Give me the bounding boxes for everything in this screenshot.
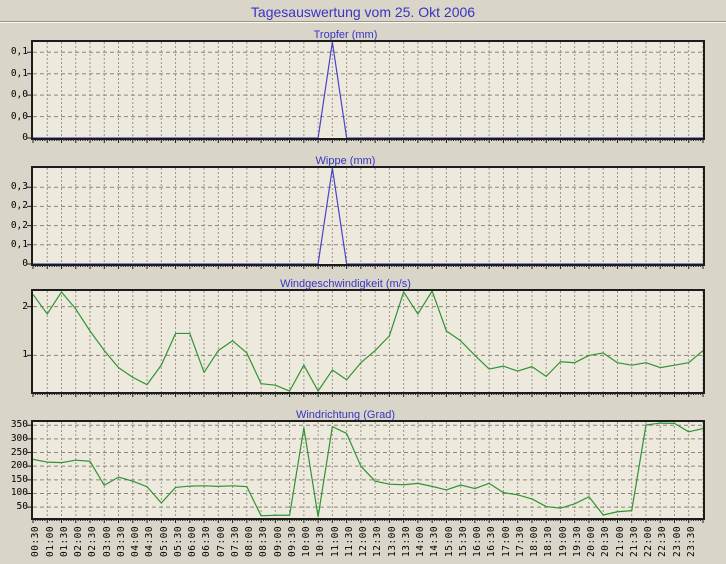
- x-axis-tick-label: 20:00: [586, 525, 597, 557]
- x-axis-tick-label: 23:00: [672, 525, 683, 557]
- x-axis-tick-label: 01:30: [59, 525, 70, 557]
- x-axis-tick-label: 04:00: [130, 525, 141, 557]
- y-axis-tick-label: 250: [10, 447, 28, 458]
- data-line-windgeschwindigkeit: [32, 290, 704, 392]
- y-axis-tick-label: 100: [10, 487, 28, 498]
- x-axis-tick-label: 18:30: [543, 525, 554, 557]
- y-axis-tick-label: 2: [22, 301, 28, 312]
- y-axis-ticks: [27, 51, 31, 139]
- x-axis-tick-label: 07:00: [216, 525, 227, 557]
- x-axis-tick-label: 21:00: [615, 525, 626, 557]
- y-axis-tick-label: 0,1: [10, 46, 28, 57]
- vertical-gridlines: [46, 168, 704, 264]
- x-axis-tick-label: 01:00: [45, 525, 56, 557]
- x-axis-tick-label: 10:00: [301, 525, 312, 557]
- x-axis-tick-label: 22:00: [643, 525, 654, 557]
- x-axis-tick-label: 07:30: [230, 525, 241, 557]
- x-axis-tick-label: 05:30: [173, 525, 184, 557]
- x-axis-tick-label: 02:00: [73, 525, 84, 557]
- x-axis-tick-label: 22:30: [657, 525, 668, 557]
- x-axis-tick-label: 17:30: [515, 525, 526, 557]
- x-axis-tick-label: 02:30: [87, 525, 98, 557]
- chart-title-windgeschwindigkeit: Windgeschwindigkeit (m/s): [280, 278, 411, 290]
- x-axis-tick-label: 00:30: [30, 525, 41, 557]
- x-axis-tick-label: 12:00: [358, 525, 369, 557]
- vertical-gridlines: [46, 42, 704, 138]
- x-axis-tick-label: 04:30: [144, 525, 155, 557]
- page-title: Tagesauswertung vom 25. Okt 2006: [250, 4, 476, 20]
- x-axis-tick-label: 09:30: [287, 525, 298, 557]
- x-axis-tick-label: 10:30: [315, 525, 326, 557]
- plot-background: [33, 422, 703, 518]
- chart-title-windrichtung: Windrichtung (Grad): [295, 409, 396, 421]
- y-axis-tick-label: 50: [16, 501, 28, 512]
- y-axis-ticks: [27, 186, 31, 265]
- x-axis-tick-label: 13:30: [401, 525, 412, 557]
- y-axis-tick-label: 0,0: [10, 89, 28, 100]
- x-axis-tick-label: 19:30: [572, 525, 583, 557]
- x-axis-major-ticks: [32, 265, 704, 269]
- y-axis-ticks: [27, 424, 31, 508]
- y-axis-tick-label: 0,2: [10, 220, 28, 231]
- x-axis-tick-label: 16:30: [486, 525, 497, 557]
- y-axis-tick-label: 300: [10, 433, 28, 444]
- x-axis-tick-label: 03:00: [102, 525, 113, 557]
- chart-plot-2: [27, 289, 705, 397]
- vertical-gridlines: [46, 422, 704, 518]
- x-axis-tick-label: 08:00: [244, 525, 255, 557]
- x-axis-tick-label: 14:00: [415, 525, 426, 557]
- chart-title-wippe: Wippe (mm): [315, 155, 376, 167]
- x-axis-tick-label: 06:00: [187, 525, 198, 557]
- x-axis-tick-label: 11:30: [344, 525, 355, 557]
- x-axis-tick-label: 15:00: [444, 525, 455, 557]
- x-axis-tick-label: 13:00: [387, 525, 398, 557]
- x-axis-tick-label: 19:00: [558, 525, 569, 557]
- y-axis-tick-label: 200: [10, 460, 28, 471]
- x-axis-tick-label: 08:30: [258, 525, 269, 557]
- y-axis-tick-label: 350: [10, 419, 28, 430]
- x-axis-tick-label: 09:00: [273, 525, 284, 557]
- x-axis-minor-ticks: [34, 393, 702, 395]
- x-axis-tick-label: 23:30: [686, 525, 697, 557]
- x-axis-tick-label: 15:30: [458, 525, 469, 557]
- y-axis-tick-label: 150: [10, 474, 28, 485]
- y-axis-tick-label: 1: [22, 349, 28, 360]
- x-axis-tick-label: 06:30: [201, 525, 212, 557]
- x-axis-tick-label: 20:30: [600, 525, 611, 557]
- data-line-windrichtung: [32, 422, 704, 518]
- y-axis-tick-label: 0,1: [10, 68, 28, 79]
- y-axis-tick-label: 0,1: [10, 239, 28, 250]
- x-axis-tick-label: 16:00: [472, 525, 483, 557]
- x-axis-tick-label: 11:00: [330, 525, 341, 557]
- x-axis-tick-label: 05:00: [159, 525, 170, 557]
- x-axis-tick-label: 18:00: [529, 525, 540, 557]
- x-axis-tick-label: 12:30: [372, 525, 383, 557]
- plot-background: [33, 168, 703, 264]
- x-axis-tick-label: 14:30: [429, 525, 440, 557]
- y-axis-ticks: [27, 306, 31, 356]
- y-axis-tick-label: 0,3: [10, 181, 28, 192]
- x-axis-tick-label: 03:30: [116, 525, 127, 557]
- x-axis-tick-label: 17:00: [501, 525, 512, 557]
- x-axis-major-ticks: [32, 519, 704, 523]
- plot-background: [33, 291, 703, 392]
- chart-plot-3: [27, 420, 705, 523]
- title-separator: [0, 21, 726, 23]
- plot-background: [33, 42, 703, 138]
- chart-plot-1: [27, 166, 705, 269]
- chart-title-tropfer: Tropfer (mm): [313, 29, 378, 41]
- y-axis-tick-label: 0: [22, 258, 28, 269]
- x-axis-major-ticks: [32, 393, 704, 397]
- chart-plot-0: [27, 40, 705, 143]
- x-axis-minor-ticks: [34, 139, 702, 141]
- x-axis-major-ticks: [32, 139, 704, 143]
- y-axis-tick-label: 0,2: [10, 200, 28, 211]
- x-axis-minor-ticks: [34, 519, 702, 521]
- x-axis-tick-label: 21:30: [629, 525, 640, 557]
- x-axis-minor-ticks: [34, 265, 702, 267]
- y-axis-tick-label: 0,0: [10, 111, 28, 122]
- y-axis-tick-label: 0: [22, 132, 28, 143]
